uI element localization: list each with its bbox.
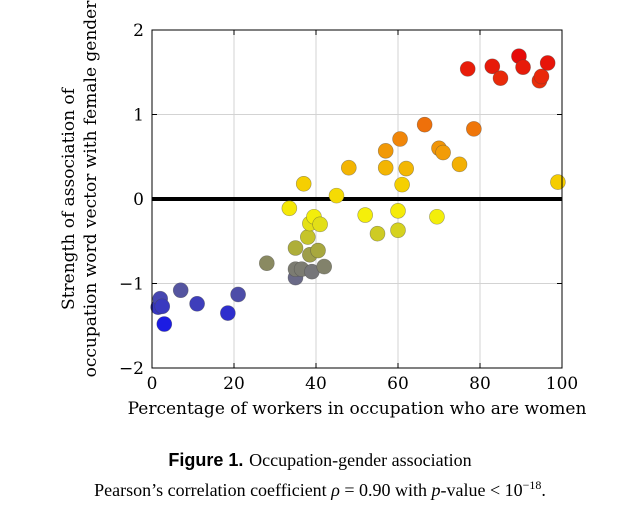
- caption-title: Occupation-gender association: [249, 450, 472, 470]
- data-point: [394, 176, 410, 193]
- data-points: [150, 48, 566, 332]
- y-axis-ticks: −2 −1 0 1 2: [119, 21, 562, 379]
- y-tick-label: 1: [133, 106, 144, 126]
- data-point: [416, 116, 433, 133]
- y-axis-label-line1: Strength of association of: [59, 86, 79, 310]
- data-point: [515, 59, 531, 75]
- y-tick-label: −1: [119, 275, 144, 295]
- data-point: [492, 70, 509, 86]
- data-point: [258, 255, 275, 272]
- data-point: [189, 295, 205, 312]
- data-point: [377, 159, 394, 176]
- caption-period: .: [541, 480, 546, 500]
- x-tick-label: 60: [387, 374, 409, 394]
- data-point: [390, 222, 406, 239]
- p-letter: p: [431, 480, 441, 500]
- x-tick-label: 100: [546, 374, 578, 394]
- data-point: [398, 160, 415, 177]
- caption-line-1: Figure 1. Occupation-gender association: [0, 448, 640, 473]
- data-point: [340, 159, 357, 176]
- x-tick-label: 20: [223, 374, 245, 394]
- figure-caption: Figure 1. Occupation-gender association …: [0, 448, 640, 502]
- data-point: [310, 242, 326, 259]
- y-tick-label: −2: [119, 359, 144, 379]
- data-point: [287, 240, 304, 256]
- data-point: [369, 225, 386, 242]
- data-point: [392, 131, 408, 147]
- x-tick-label: 40: [305, 374, 327, 394]
- x-tick-label: 0: [147, 374, 158, 394]
- caption-text-pearson: Pearson’s correlation coefficient: [94, 480, 332, 500]
- data-point: [312, 216, 328, 233]
- data-point: [328, 187, 345, 204]
- data-point: [281, 200, 298, 217]
- data-point: [299, 229, 316, 245]
- data-point: [466, 121, 482, 137]
- data-point: [316, 258, 333, 275]
- data-point: [533, 68, 550, 85]
- data-point: [390, 203, 406, 219]
- data-point: [459, 61, 476, 77]
- y-tick-label: 0: [133, 190, 144, 210]
- data-point: [377, 143, 394, 159]
- figure-label: Figure 1.: [168, 450, 244, 470]
- data-point: [357, 207, 374, 223]
- caption-text-value: = 0.90 with: [339, 480, 432, 500]
- exponent: −18: [522, 478, 542, 492]
- caption-line-2: Pearson’s correlation coefficient ρ = 0.…: [0, 473, 640, 502]
- data-point: [295, 175, 312, 192]
- x-axis-ticks: 0 20 40 60 80 100: [147, 30, 578, 394]
- data-point: [484, 58, 501, 75]
- x-tick-label: 80: [469, 374, 491, 394]
- data-point: [429, 208, 445, 225]
- x-axis-label: Percentage of workers in occupation who …: [128, 399, 587, 419]
- data-point: [156, 316, 173, 332]
- data-point: [550, 174, 566, 190]
- y-axis-label-line2: occupation word vector with female gende…: [81, 0, 101, 377]
- data-point: [539, 55, 556, 71]
- data-point: [451, 156, 468, 173]
- rho-symbol: ρ: [331, 480, 340, 500]
- data-point: [154, 298, 171, 315]
- data-point: [230, 286, 246, 303]
- scatter-chart: 0 20 40 60 80 100 −2 −1 0 1 2 Percentage of worke…: [59, 0, 587, 419]
- data-point: [435, 144, 451, 161]
- data-point: [220, 305, 236, 321]
- y-tick-label: 2: [133, 21, 144, 41]
- caption-text-pvalue: -value < 10: [440, 480, 523, 500]
- data-point: [172, 282, 189, 299]
